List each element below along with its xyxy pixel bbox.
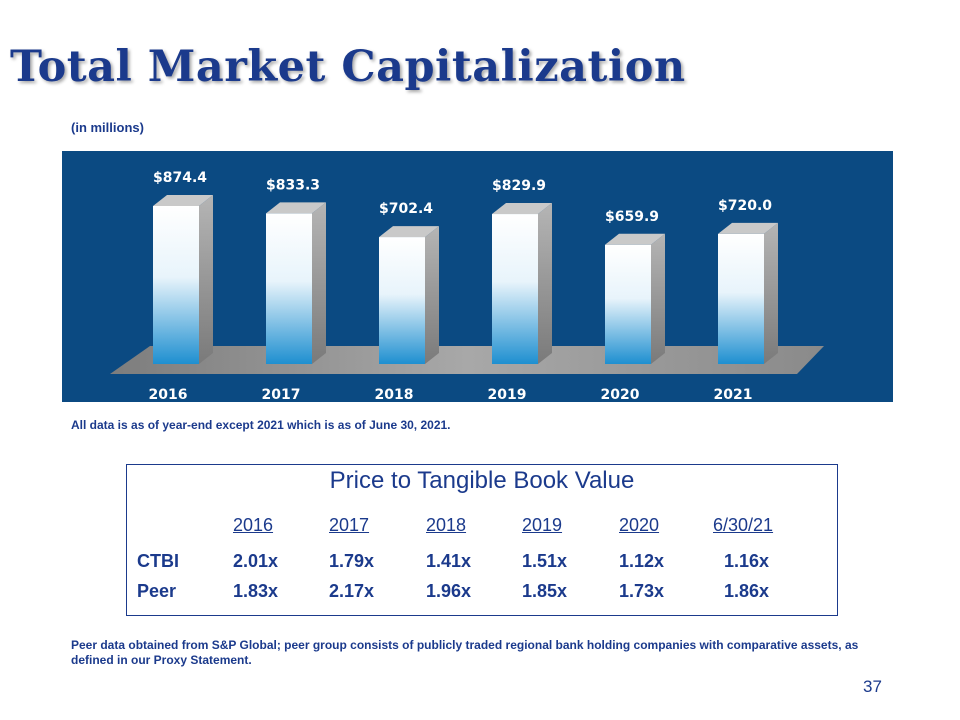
market-cap-chart: $874.4 2016 $833.3 2017 $702.4 2018 $829.9 2019…	[62, 151, 893, 402]
data-label: $702.4	[379, 201, 433, 217]
bar	[605, 244, 651, 364]
bar	[379, 237, 425, 364]
ptbv-cell: 1.16x	[724, 551, 770, 571]
bar-group: $874.4 2016	[149, 170, 213, 402]
ptbv-row-label: Peer	[137, 581, 177, 601]
x-tick-label: 2021	[714, 387, 753, 402]
bar-group: $702.4 2018	[375, 201, 439, 402]
bars-layer: $874.4 2016 $833.3 2017 $702.4 2018 $829.9 2019…	[149, 170, 778, 402]
x-tick-label: 2017	[262, 387, 301, 402]
bar-top	[605, 233, 665, 245]
ptbv-cell: 1.85x	[522, 581, 568, 601]
ptbv-title: Price to Tangible Book Value	[329, 467, 635, 494]
bar-group: $829.9 2019	[488, 178, 552, 402]
bar-side	[425, 226, 439, 364]
ptbv-cell: 1.41x	[426, 551, 472, 571]
ptbv-col-header: 2017	[329, 515, 370, 535]
ptbv-cell: 2.01x	[233, 551, 279, 571]
ptbv-cell: 1.96x	[426, 581, 472, 601]
ptbv-col-header: 2018	[426, 515, 467, 535]
footnote: All data is as of year-end except 2021 w…	[71, 418, 451, 432]
bar	[718, 233, 764, 364]
bar-side	[312, 202, 326, 364]
data-label: $720.0	[718, 198, 772, 214]
bar-side	[199, 195, 213, 364]
ptbv-cell: 1.51x	[522, 551, 568, 571]
bar-top	[492, 203, 552, 215]
x-tick-label: 2019	[488, 387, 527, 402]
bar-side	[764, 222, 778, 364]
ptbv-cell: 1.79x	[329, 551, 375, 571]
x-tick-label: 2020	[601, 387, 640, 402]
ptbv-col-header: 2020	[619, 515, 660, 535]
bar-top	[379, 226, 439, 238]
bar-side	[651, 233, 665, 364]
ptbv-cell: 1.73x	[619, 581, 665, 601]
data-label: $833.3	[266, 177, 320, 193]
chart-floor	[110, 346, 824, 374]
ptbv-col-header: 2016	[233, 515, 274, 535]
ptbv-cell: 1.83x	[233, 581, 279, 601]
bar	[266, 213, 312, 364]
ptbv-col-header: 2019	[522, 515, 563, 535]
bar-group: $659.9 2020	[601, 209, 665, 402]
ptbv-cell: 1.86x	[724, 581, 770, 601]
page-number: 37	[863, 677, 882, 696]
bar	[492, 214, 538, 364]
chart-svg: $874.4 2016 $833.3 2017 $702.4 2018 $829.9 2019…	[110, 170, 824, 402]
data-label: $874.4	[153, 170, 207, 186]
ptbv-cell: 1.12x	[619, 551, 665, 571]
bar-side	[538, 203, 552, 364]
bar-top	[718, 222, 778, 234]
ptbv-row-label: CTBI	[137, 551, 179, 571]
bar-group: $833.3 2017	[262, 177, 326, 402]
x-tick-label: 2016	[149, 387, 188, 402]
data-label: $659.9	[605, 209, 659, 225]
bar-top	[153, 195, 213, 206]
bar-group: $720.0 2021	[714, 198, 778, 402]
data-label: $829.9	[492, 178, 546, 194]
source-note: Peer data obtained from S&P Global; peer…	[71, 638, 859, 667]
bar-top	[266, 202, 326, 214]
bar	[153, 206, 199, 364]
ptbv-cell: 2.17x	[329, 581, 375, 601]
units-note: (in millions)	[71, 120, 144, 135]
ptbv-col-header: 6/30/21	[713, 515, 774, 535]
page-title: Total Market Capitalization	[10, 42, 686, 92]
ptbv-table: Price to Tangible Book Value 2016 2017 2…	[126, 464, 838, 616]
x-tick-label: 2018	[375, 387, 414, 402]
